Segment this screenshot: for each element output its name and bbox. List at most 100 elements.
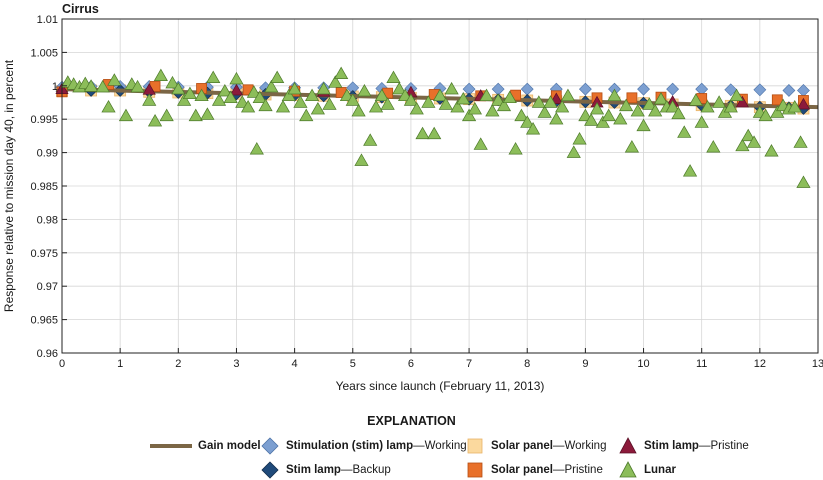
lunar-point <box>345 93 360 106</box>
lunar-point <box>206 70 221 84</box>
lunar-point <box>264 79 279 93</box>
x-tick-label: 9 <box>582 358 588 370</box>
lunar-point <box>374 88 389 102</box>
chart-title: Cirrus <box>62 2 99 16</box>
y-tick-label: 1.01 <box>37 14 58 26</box>
lunar-point <box>461 108 477 122</box>
lunar-point <box>787 99 802 113</box>
lunar-point <box>409 101 424 115</box>
legend-label-stim-backup: Stim lamp <box>286 464 341 476</box>
lunar-point <box>450 99 465 113</box>
lunar-point <box>165 75 180 89</box>
dark-blue-diamond-icon <box>261 461 279 479</box>
axis-ticks: 0 1 2 3 4 5 6 7 8 9 10 11 12 130.960.9650.970.9750.98… <box>30 14 823 370</box>
lunar-point <box>130 79 145 93</box>
lunar-point <box>549 111 564 125</box>
lunar-point <box>531 95 546 108</box>
lunar-point <box>520 115 535 128</box>
lunar-point <box>275 99 291 113</box>
lunar-point <box>700 99 715 113</box>
lunar-point <box>421 95 436 108</box>
lunar-point <box>310 101 325 115</box>
stim-lamp-pristine-point <box>796 97 811 110</box>
lunar-point <box>403 93 419 106</box>
x-tick-label: 5 <box>350 358 356 370</box>
lunar-point <box>630 103 645 117</box>
stim-lamp-working-point <box>753 83 767 97</box>
gain-model-line-icon <box>150 444 192 448</box>
lunar-point <box>328 75 343 88</box>
orange-square-icon <box>467 462 483 478</box>
lunar-point <box>572 132 587 145</box>
lunar-point <box>217 83 232 97</box>
lunar-point <box>479 88 494 102</box>
lunar-point <box>299 108 314 122</box>
legend-row-1: Gain model Stimulation (stim) lamp —Worki… <box>0 436 823 456</box>
legend-label-stim-backup-suffix: —Backup <box>340 464 391 476</box>
stim-lamp-working-point <box>797 84 810 97</box>
green-triangle-icon <box>619 461 637 478</box>
solar-panel-pristine-point <box>626 92 638 104</box>
lunar-point <box>211 93 227 106</box>
x-tick-label: 12 <box>754 358 766 370</box>
lunar-point <box>502 90 517 104</box>
lunar-point <box>496 98 512 112</box>
lunar-point <box>636 118 651 132</box>
lunar-point <box>525 122 541 135</box>
lunar-point <box>380 97 395 110</box>
stim-lamp-working-point <box>578 82 592 96</box>
x-tick-label: 7 <box>466 358 472 370</box>
lunar-point <box>147 113 163 127</box>
legend-title: EXPLANATION <box>367 414 456 428</box>
legend: EXPLANATION Gain model Stimulation (stim… <box>0 408 823 480</box>
legend-item-stim-working: Stimulation (stim) lamp —Working <box>260 436 467 456</box>
lunar-point <box>566 145 581 158</box>
lunar-point <box>741 128 756 142</box>
light-orange-square-icon <box>467 438 483 454</box>
lunar-point <box>712 95 727 108</box>
lunar-point <box>229 71 244 85</box>
lunar-point <box>270 70 285 84</box>
x-tick-label: 10 <box>637 358 649 370</box>
lunar-point <box>392 81 407 95</box>
stim-lamp-working-point <box>666 82 680 96</box>
x-axis-label: Years since launch (February 11, 2013) <box>336 379 545 393</box>
lunar-point <box>796 175 811 188</box>
y-axis-label: Response relative to mission day 40, in … <box>2 59 16 312</box>
y-tick-label: 0.975 <box>30 248 58 260</box>
lunar-point <box>316 81 331 95</box>
lunar-point <box>613 111 628 125</box>
lunar-point <box>223 90 238 104</box>
legend-label-solar-pristine-suffix: —Pristine <box>553 464 603 476</box>
legend-item-stim-backup: Stim lamp —Backup <box>260 460 391 480</box>
lunar-point <box>624 140 640 153</box>
lunar-point <box>485 103 500 117</box>
lunar-point <box>427 126 442 140</box>
lunar-point <box>118 108 134 122</box>
legend-item-lunar: Lunar <box>618 460 676 480</box>
grid-lines <box>62 19 818 353</box>
lunar-point <box>153 68 168 82</box>
maroon-triangle-icon <box>619 437 637 454</box>
legend-label-stim-pristine-suffix: —Pristine <box>698 440 749 452</box>
lunar-point <box>648 103 663 117</box>
lunar-point <box>246 85 262 98</box>
lunar-point <box>171 81 186 95</box>
y-tick-label: 0.99 <box>37 148 58 160</box>
legend-item-stim-pristine: Stim lamp —Pristine <box>618 436 749 456</box>
lunar-point <box>595 115 610 128</box>
legend-label-solar-pristine: Solar panel <box>491 464 553 476</box>
lunar-point <box>363 133 378 146</box>
lunar-point <box>543 95 558 108</box>
y-tick-label: 0.995 <box>30 114 58 126</box>
lunar-point <box>432 88 448 102</box>
lunar-point <box>386 70 401 84</box>
y-tick-label: 0.96 <box>37 348 58 360</box>
y-tick-label: 0.965 <box>30 315 58 327</box>
lunar-point <box>514 108 529 122</box>
x-tick-label: 2 <box>175 358 181 370</box>
lunar-point <box>194 88 209 102</box>
lunar-point <box>240 99 256 113</box>
lunar-point <box>735 138 750 152</box>
